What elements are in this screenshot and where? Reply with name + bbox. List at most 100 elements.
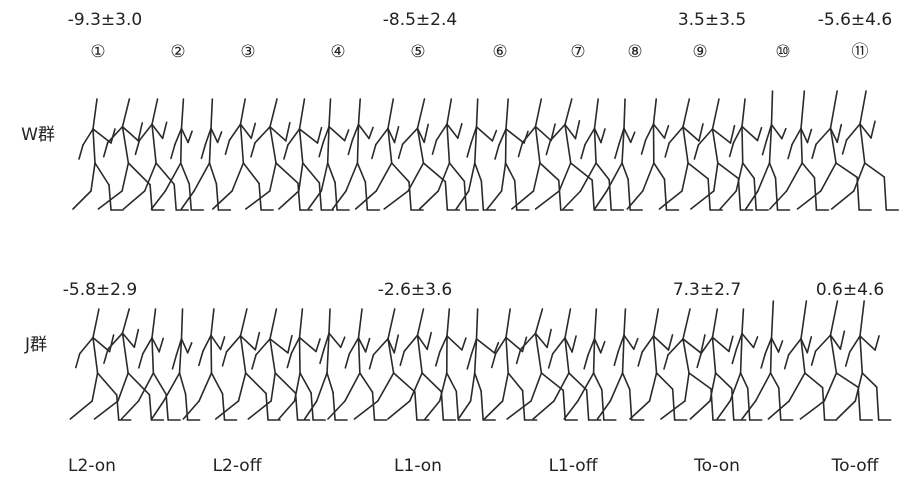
limb bbox=[182, 339, 188, 353]
limb bbox=[211, 335, 221, 349]
limb bbox=[563, 390, 565, 420]
limb bbox=[553, 338, 565, 354]
limb bbox=[241, 99, 246, 124]
limb bbox=[328, 401, 345, 419]
limb bbox=[182, 309, 183, 339]
frame-number: ⑥ bbox=[492, 42, 507, 62]
limb bbox=[595, 99, 599, 129]
limb bbox=[646, 124, 654, 140]
limb bbox=[319, 143, 323, 157]
stick-figure bbox=[720, 99, 768, 210]
figure: -9.3±3.0-8.5±2.43.5±3.5-5.6±4.6-5.8±2.9-… bbox=[0, 0, 915, 481]
limb bbox=[135, 140, 139, 154]
limb bbox=[321, 163, 327, 191]
limb bbox=[238, 373, 245, 401]
limb bbox=[360, 373, 373, 392]
limb bbox=[601, 129, 605, 143]
limb bbox=[718, 163, 739, 179]
limb bbox=[837, 401, 855, 419]
limb bbox=[300, 129, 303, 163]
limb bbox=[877, 387, 879, 420]
limb bbox=[533, 163, 539, 191]
limb bbox=[642, 140, 646, 154]
limb bbox=[70, 401, 92, 419]
stick-figure bbox=[279, 99, 333, 210]
limb bbox=[654, 336, 669, 350]
limb bbox=[404, 335, 417, 351]
limb bbox=[440, 336, 447, 352]
limb bbox=[232, 163, 243, 191]
limb bbox=[549, 354, 553, 368]
limb bbox=[150, 185, 152, 210]
limb bbox=[508, 373, 522, 391]
frame-number: ① bbox=[90, 42, 105, 62]
limb bbox=[357, 124, 358, 163]
limb bbox=[284, 145, 288, 159]
limb bbox=[270, 339, 288, 353]
limb bbox=[546, 141, 550, 155]
limb bbox=[286, 123, 290, 141]
limb bbox=[563, 191, 580, 209]
limb bbox=[376, 128, 388, 144]
limb bbox=[569, 373, 587, 390]
limb bbox=[458, 401, 470, 419]
limb bbox=[300, 373, 311, 393]
limb bbox=[871, 121, 875, 138]
stick-figure bbox=[690, 309, 745, 420]
limb bbox=[152, 99, 158, 124]
limb bbox=[246, 191, 270, 209]
limb bbox=[270, 99, 277, 127]
limb bbox=[104, 143, 108, 157]
limb bbox=[688, 163, 708, 179]
limb bbox=[300, 129, 318, 143]
limb bbox=[531, 373, 541, 401]
limb bbox=[251, 123, 255, 138]
limb bbox=[79, 145, 83, 159]
limb bbox=[792, 129, 801, 145]
limb bbox=[690, 401, 710, 419]
limb bbox=[420, 191, 439, 209]
limb bbox=[151, 191, 165, 209]
limb bbox=[180, 373, 186, 394]
limb bbox=[153, 373, 166, 394]
limb bbox=[394, 335, 398, 353]
limb bbox=[559, 163, 571, 191]
limb bbox=[770, 163, 776, 178]
limb bbox=[507, 401, 531, 419]
limb bbox=[424, 124, 428, 142]
limb bbox=[475, 373, 481, 391]
limb bbox=[506, 337, 508, 373]
limb bbox=[223, 352, 227, 366]
limb bbox=[536, 191, 560, 209]
limb bbox=[440, 373, 447, 401]
limb bbox=[333, 393, 335, 420]
limb bbox=[225, 140, 229, 154]
frame-number: ③ bbox=[240, 42, 255, 62]
stick-figure bbox=[181, 99, 230, 210]
limb bbox=[800, 401, 824, 419]
limb bbox=[630, 389, 632, 420]
limb bbox=[622, 163, 628, 179]
limb bbox=[152, 401, 164, 419]
limb bbox=[223, 394, 225, 420]
limb bbox=[164, 373, 180, 401]
limb bbox=[634, 339, 638, 350]
limb bbox=[128, 373, 149, 395]
limb bbox=[300, 99, 305, 129]
limb bbox=[123, 309, 130, 333]
limb bbox=[654, 309, 659, 336]
limb bbox=[93, 338, 98, 373]
limb bbox=[432, 140, 436, 154]
limb bbox=[76, 354, 80, 368]
limb bbox=[720, 191, 736, 209]
limb bbox=[762, 141, 766, 155]
stick-figure bbox=[124, 99, 189, 210]
limb bbox=[860, 301, 864, 336]
limb bbox=[797, 191, 820, 209]
limb bbox=[654, 99, 657, 124]
limb bbox=[756, 373, 771, 401]
limb bbox=[824, 373, 836, 401]
limb bbox=[378, 373, 394, 401]
limb bbox=[875, 336, 879, 350]
limb bbox=[742, 309, 743, 333]
